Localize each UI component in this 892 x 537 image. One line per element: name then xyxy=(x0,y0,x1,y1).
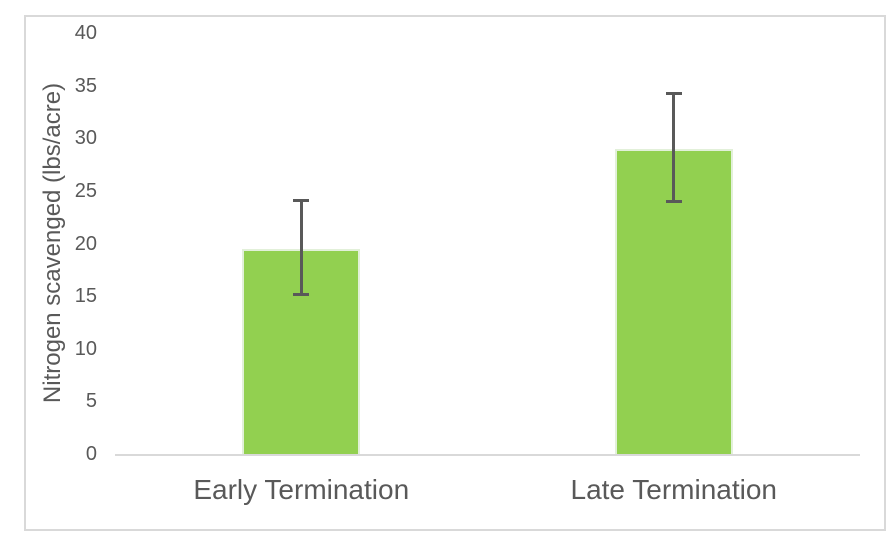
chart-frame: Nitrogen scavenged (lbs/acre) 0 5 10 15 20 25… xyxy=(24,15,886,531)
y-tick-label: 25 xyxy=(74,179,97,202)
y-tick-label: 35 xyxy=(74,74,97,97)
error-bar-line xyxy=(299,200,303,296)
error-bar-cap-bottom xyxy=(665,200,682,204)
error-bar-cap-top xyxy=(665,91,682,95)
x-axis-line xyxy=(115,454,860,456)
error-bar-cap-top xyxy=(293,199,310,203)
x-category-label: Late Termination xyxy=(570,474,778,505)
y-tick-label: 5 xyxy=(85,390,97,413)
y-tick-label: 10 xyxy=(74,337,97,360)
y-tick-label: 20 xyxy=(74,232,97,255)
y-tick-label: 0 xyxy=(85,443,97,465)
x-category-label: Early Termination xyxy=(193,474,410,505)
y-tick-label: 30 xyxy=(74,127,97,150)
y-tick-label: 40 xyxy=(74,22,97,44)
y-tick-label: 15 xyxy=(74,285,97,308)
error-bar-cap-bottom xyxy=(293,293,310,297)
error-bar-line xyxy=(672,92,676,203)
